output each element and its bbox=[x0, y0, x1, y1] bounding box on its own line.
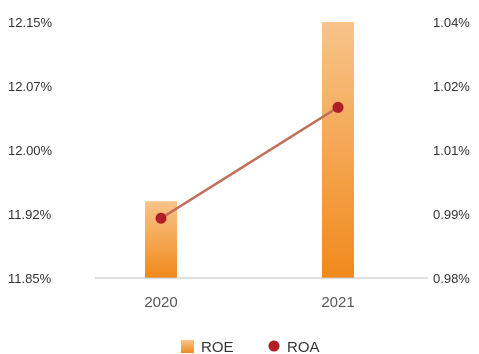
legend-roe-label: ROE bbox=[201, 339, 234, 354]
right-tick-label: 0.98% bbox=[433, 271, 470, 286]
right-tick-label: 0.99% bbox=[433, 207, 470, 222]
roa-series bbox=[155, 101, 344, 224]
roe-bar bbox=[322, 22, 354, 278]
x-axis-ticks: 2020 2021 bbox=[144, 294, 354, 311]
roa-line bbox=[160, 106, 339, 220]
legend-roe-swatch bbox=[181, 340, 194, 353]
legend-roa-marker bbox=[268, 340, 280, 352]
right-tick-label: 1.02% bbox=[433, 79, 470, 94]
left-tick-label: 11.92% bbox=[8, 207, 52, 222]
left-tick-label: 11.85% bbox=[8, 271, 52, 286]
roa-point bbox=[332, 101, 344, 113]
left-tick-label: 12.15% bbox=[8, 15, 53, 30]
roe-bars bbox=[145, 22, 354, 278]
left-tick-label: 12.00% bbox=[8, 143, 53, 158]
x-tick-label: 2020 bbox=[144, 294, 177, 311]
roa-point bbox=[155, 212, 167, 224]
right-tick-label: 1.01% bbox=[433, 143, 470, 158]
left-axis-ticks: 12.15% 12.07% 12.00% 11.92% 11.85% bbox=[8, 15, 53, 286]
right-axis-ticks: 1.04% 1.02% 1.01% 0.99% 0.98% bbox=[433, 15, 470, 286]
x-tick-label: 2021 bbox=[321, 294, 354, 311]
right-tick-label: 1.04% bbox=[433, 15, 470, 30]
legend: ROE ROA bbox=[181, 339, 320, 354]
left-tick-label: 12.07% bbox=[8, 79, 53, 94]
legend-roa-label: ROA bbox=[287, 339, 320, 354]
